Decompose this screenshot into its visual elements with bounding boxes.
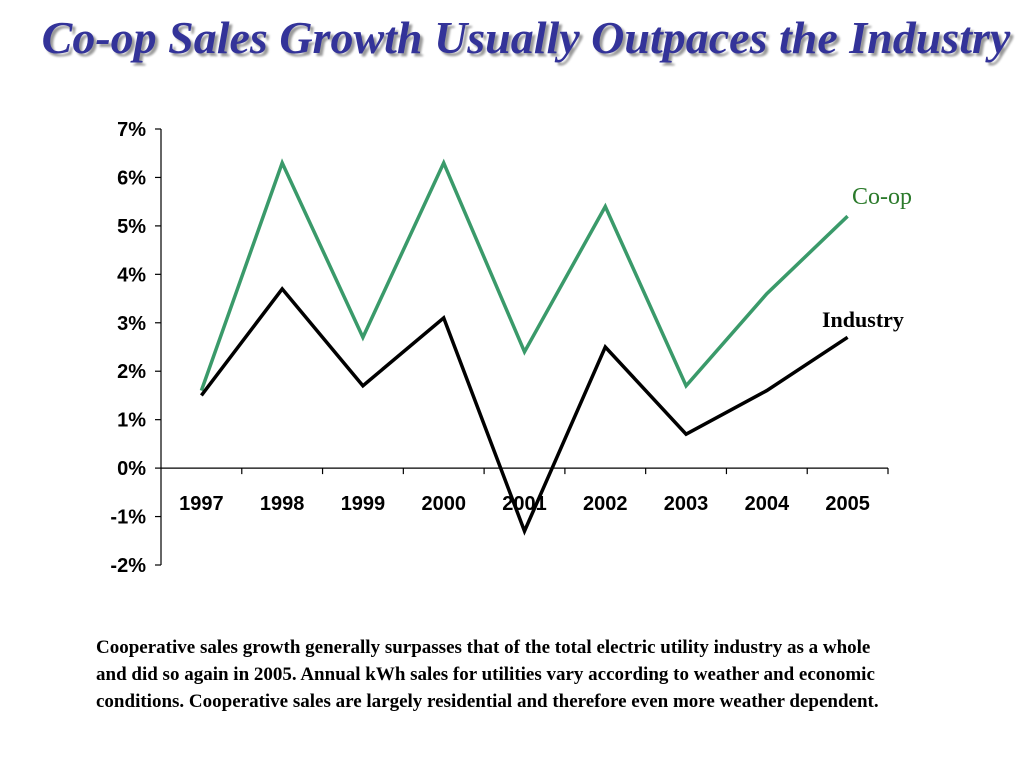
x-tick-label: 1998 <box>260 493 305 515</box>
y-tick-label: 1% <box>117 410 146 432</box>
x-tick-label: 2000 <box>421 493 466 515</box>
y-tick-label: 3% <box>117 313 146 335</box>
series-labels: Co-op Industry <box>822 184 912 332</box>
x-tick-label: 1999 <box>341 493 386 515</box>
caption-text: Cooperative sales growth generally surpa… <box>96 637 879 712</box>
y-tick-label: 4% <box>117 264 146 286</box>
y-tick-label: -1% <box>110 507 146 529</box>
line-chart: -2% -1% 0% 1% 2% 3% 4% 5% 6% 7% Co-op Industry 199… <box>110 119 912 577</box>
y-tick-label: 5% <box>117 216 146 238</box>
series-label-industry: Industry <box>822 307 904 332</box>
y-tick-label: 6% <box>117 167 146 189</box>
y-tick-label: 7% <box>117 119 146 141</box>
series-line-co-op <box>199 158 849 392</box>
x-tick-label: 2004 <box>745 493 790 515</box>
slide-title: Co-op Sales Growth Usually Outpaces the … <box>41 12 1011 63</box>
x-tick-label: 2005 <box>825 493 870 515</box>
y-tick-label: -2% <box>110 555 146 577</box>
series-line-industry <box>200 286 849 536</box>
series-lines <box>199 158 849 536</box>
x-tick-label: 2002 <box>583 493 628 515</box>
y-tick-label: 2% <box>117 361 146 383</box>
x-tick-label: 2003 <box>664 493 709 515</box>
x-tick-label: 1997 <box>179 493 224 515</box>
series-label-co-op: Co-op <box>852 184 912 210</box>
x-tick-label: 2001 <box>502 493 547 515</box>
y-axis: -2% -1% 0% 1% 2% 3% 4% 5% 6% 7% <box>110 119 162 577</box>
x-axis: 1997 1998 1999 2000 2001 2002 2003 2004 2005 <box>161 467 889 515</box>
y-tick-label: 0% <box>117 458 146 480</box>
